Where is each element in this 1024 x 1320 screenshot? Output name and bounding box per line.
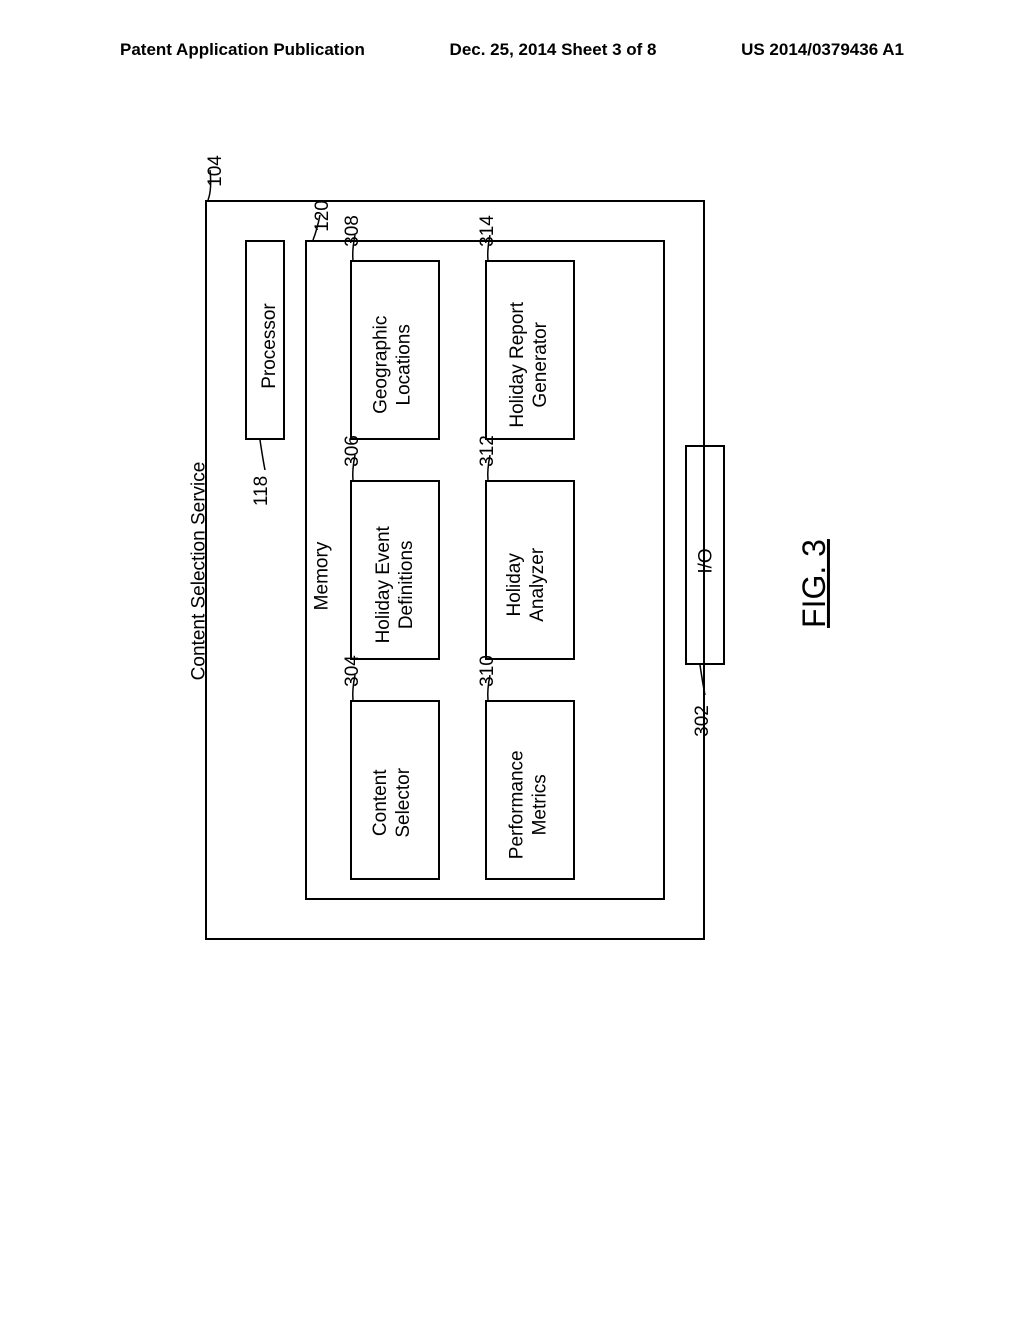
lead-310	[475, 675, 505, 705]
holiday-report-label: Holiday ReportGenerator	[507, 302, 553, 428]
processor-label: Processor	[259, 303, 281, 389]
header-left: Patent Application Publication	[120, 40, 365, 60]
content-selection-service-label: Content Selection Service	[188, 462, 210, 681]
lead-118	[245, 440, 275, 480]
geographic-label: GeographicLocations	[370, 316, 416, 414]
lead-302	[685, 665, 715, 705]
lead-120	[305, 215, 335, 245]
ref-302: 302	[692, 705, 714, 737]
header-right: US 2014/0379436 A1	[741, 40, 904, 60]
holiday-event-label: Holiday EventDefinitions	[373, 526, 419, 643]
lead-304	[340, 675, 370, 705]
lead-308	[340, 235, 370, 265]
lead-306	[340, 455, 370, 485]
lead-104	[200, 170, 230, 210]
io-label: I/O	[696, 548, 718, 573]
page-header: Patent Application Publication Dec. 25, …	[0, 40, 1024, 60]
content-selector-label: ContentSelector	[370, 768, 416, 838]
diagram-area: Content Selection Service 104 Processor …	[130, 180, 880, 1060]
holiday-analyzer-label: HolidayAnalyzer	[504, 548, 550, 622]
performance-label: PerformanceMetrics	[507, 750, 553, 859]
lead-314	[475, 235, 505, 265]
lead-312	[475, 455, 505, 485]
figure-label: FIG. 3	[796, 539, 833, 628]
header-center: Dec. 25, 2014 Sheet 3 of 8	[450, 40, 657, 60]
memory-label: Memory	[311, 542, 333, 611]
ref-118: 118	[251, 476, 273, 506]
